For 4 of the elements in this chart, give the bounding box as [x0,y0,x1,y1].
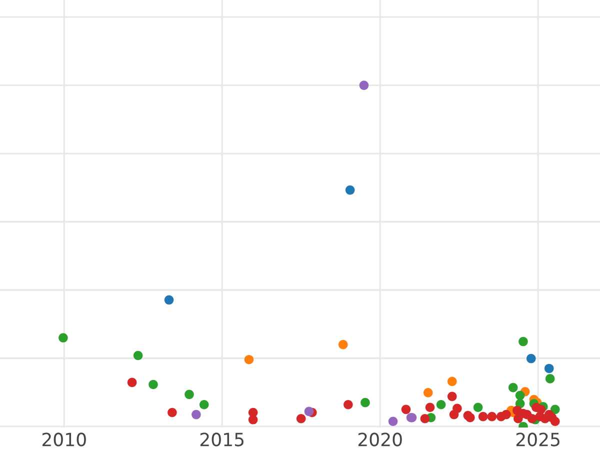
x-tick-label: 2020 [358,432,402,446]
x-tick-label: 2010 [42,432,86,446]
x-tick-label: 2015 [200,432,244,446]
x-tick-label: 2025 [516,432,560,446]
